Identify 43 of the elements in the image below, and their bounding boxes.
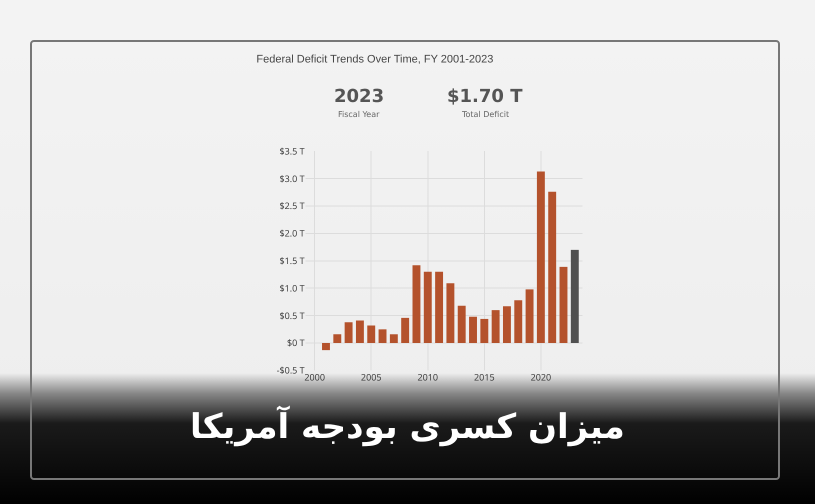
bar xyxy=(469,316,477,344)
bar xyxy=(412,265,420,344)
x-tick-label: 2015 xyxy=(474,370,495,384)
text: Fiscal Year xyxy=(338,110,380,119)
bar xyxy=(492,310,500,344)
bar xyxy=(458,306,466,344)
bar xyxy=(480,318,488,344)
x-tick-label: 2020 xyxy=(530,370,552,384)
y-tick-label: $0.5 T xyxy=(280,308,305,322)
bar xyxy=(446,283,454,344)
x-tick-label: 2005 xyxy=(360,370,382,384)
x-tick-label: 2010 xyxy=(417,370,438,384)
y-tick-label: $3.5 T xyxy=(280,144,305,158)
bar xyxy=(514,300,522,344)
bar xyxy=(548,192,556,344)
text: میزان کسری بودجه آمریکا xyxy=(190,405,625,447)
bar xyxy=(526,289,534,344)
y-tick-label: $1.5 T xyxy=(280,254,305,267)
chart-title: Federal Deficit Trends Over Time, FY 2001-2023 xyxy=(256,54,494,66)
bar xyxy=(536,171,545,344)
text: 2023 xyxy=(334,86,384,107)
y-tick-label: $2.0 T xyxy=(280,226,305,240)
bar xyxy=(378,329,386,344)
bar xyxy=(424,272,432,344)
y-tick-label: -$0.5 T xyxy=(276,364,305,377)
bar xyxy=(570,250,579,344)
bar xyxy=(322,343,330,350)
bar xyxy=(356,320,364,344)
bar xyxy=(435,272,444,344)
y-tick-label: $3.0 T xyxy=(280,172,305,185)
bar xyxy=(401,318,410,344)
bar xyxy=(333,334,342,344)
bar xyxy=(367,326,376,344)
bar xyxy=(390,334,398,344)
bar xyxy=(502,306,511,344)
text: Total Deficit xyxy=(461,110,510,119)
y-tick-label: $1.0 T xyxy=(280,281,305,294)
y-tick-label: $0 T xyxy=(287,336,305,350)
text: $1.70 T xyxy=(447,86,524,107)
x-tick-label: 2000 xyxy=(304,370,325,384)
y-tick-label: $2.5 T xyxy=(280,199,305,212)
bar xyxy=(560,266,568,344)
bar xyxy=(344,322,353,344)
